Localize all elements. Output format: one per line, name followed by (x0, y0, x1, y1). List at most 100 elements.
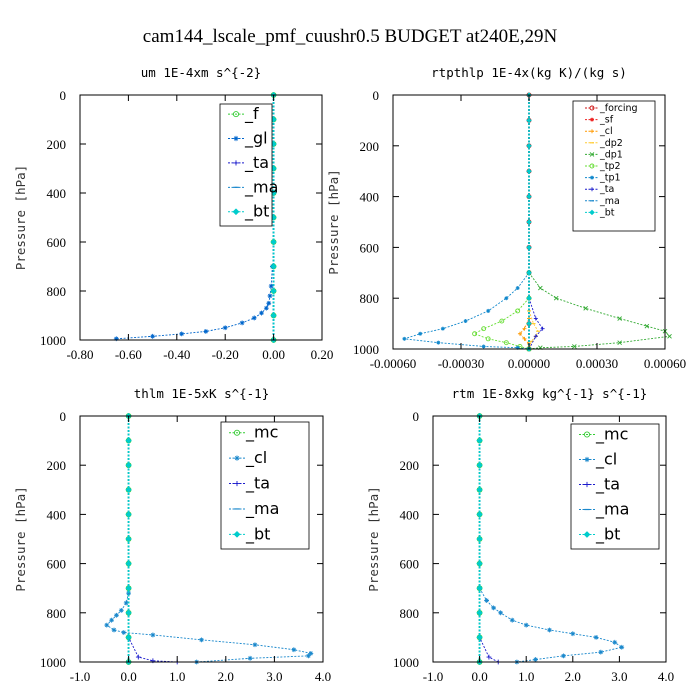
legend-marker (589, 105, 595, 111)
x-tick-label: -0.60 (115, 347, 142, 362)
data-point (125, 584, 132, 592)
data-point (114, 612, 119, 618)
legend-marker (584, 481, 590, 488)
y-tick-label: 800 (360, 291, 380, 306)
data-point (222, 325, 228, 331)
data-point (306, 653, 311, 659)
y-axis-label: Pressure [hPa] (13, 486, 28, 591)
data-point (484, 598, 489, 603)
data-point (418, 331, 423, 336)
y-tick-label: 200 (47, 137, 67, 152)
legend-entry-ta: _ta (579, 475, 620, 495)
data-point (526, 117, 532, 124)
legend-marker (589, 209, 595, 216)
series-line (404, 272, 530, 350)
data-point (125, 437, 132, 444)
legend-label: _ma (595, 500, 629, 520)
data-point (125, 461, 132, 469)
series-_cl (477, 585, 625, 665)
legend-marker (233, 135, 239, 142)
panel-title: thlm 1E-5xK s^{-1} (134, 386, 269, 401)
x-tick-label: 4.0 (658, 669, 674, 684)
x-tick-label: -1.0 (423, 669, 444, 684)
data-point (533, 334, 538, 339)
data-point (308, 650, 314, 656)
legend-entry-tp2: _tp2 (585, 161, 621, 172)
series-_tp1 (402, 270, 531, 351)
legend-label: _ma (245, 499, 279, 519)
data-point (268, 283, 274, 289)
panel-title: rtm 1E-8xkg kg^{-1} s^{-1} (452, 386, 648, 401)
legend-entry-cl: _cl (229, 448, 267, 468)
series-line (528, 310, 539, 350)
legend-entry-bt: _bt (229, 524, 270, 544)
y-tick-label: 600 (47, 557, 67, 572)
legend-label: _ma (599, 196, 620, 207)
panel-rtm: rtm 1E-8xkg kg^{-1} s^{-1} Pressure [hPa]… (366, 386, 674, 684)
x-tick-label: -0.00060 (370, 356, 417, 371)
data-point (526, 320, 532, 327)
series-group (402, 92, 672, 352)
data-point (515, 345, 520, 350)
data-point (476, 461, 483, 469)
x-tick-label: -1.0 (70, 669, 91, 684)
series-_dp1 (526, 270, 672, 352)
panel-title: rtpthlp 1E-4x(kg K)/(kg s) (431, 65, 627, 80)
legend-marker (583, 431, 591, 438)
legend: _mc _cl _ta _ma _bt (220, 421, 310, 550)
data-point (125, 486, 132, 494)
legend-entry-gl: _gl (228, 129, 268, 149)
series-line (528, 298, 544, 350)
legend-label: _mc (595, 425, 628, 445)
data-point (526, 269, 532, 276)
data-point (259, 310, 264, 316)
data-point (263, 305, 269, 311)
legend-marker (232, 111, 240, 118)
data-point (476, 535, 483, 543)
data-point (121, 630, 127, 635)
legend-marker (589, 163, 595, 169)
y-tick-label: 1000 (393, 655, 419, 670)
data-point (515, 308, 521, 314)
data-point (270, 287, 277, 295)
data-point (252, 642, 258, 648)
data-point (486, 308, 491, 313)
legend-label: _dp1 (599, 149, 623, 160)
data-point (476, 437, 483, 444)
panel-um: um 1E-4xm s^{-2} Pressure [hPa] -0.80 -0.60… (13, 65, 333, 362)
data-point (523, 622, 529, 628)
data-point (522, 336, 527, 341)
x-tick-label: 4.0 (315, 669, 331, 684)
data-point (476, 511, 483, 518)
legend-label: _cl (595, 450, 617, 470)
y-tick-label: 400 (360, 190, 380, 205)
y-tick-label: 800 (47, 284, 67, 299)
data-point (499, 318, 505, 324)
series-line (528, 272, 671, 350)
series-line (128, 416, 178, 663)
y-tick-label: 200 (400, 458, 420, 473)
legend-entry-mc: _mc (229, 423, 278, 443)
data-point (526, 193, 532, 200)
x-tick-label: 0.0 (120, 669, 136, 684)
x-tick-label: 0.0 (471, 669, 487, 684)
data-point (125, 609, 132, 617)
data-point (476, 584, 483, 592)
y-tick-label: 800 (400, 606, 420, 621)
data-point (270, 238, 277, 246)
data-point (498, 610, 503, 616)
data-point (598, 649, 604, 655)
legend-label: _dp2 (599, 138, 623, 149)
y-tick-label: 400 (47, 507, 67, 522)
panel-title: um 1E-4xm s^{-2} (141, 65, 261, 80)
x-tick-label: 0.20 (311, 347, 334, 362)
legend-entry-forcing: _forcing (585, 103, 638, 114)
series-line (106, 593, 312, 663)
legend-entry-ma: _ma (228, 177, 278, 197)
data-point (481, 326, 487, 332)
data-point (125, 560, 132, 567)
legend-marker (234, 455, 240, 461)
data-point (436, 340, 441, 345)
legend-label: _mc (245, 423, 278, 443)
data-point (270, 312, 277, 319)
